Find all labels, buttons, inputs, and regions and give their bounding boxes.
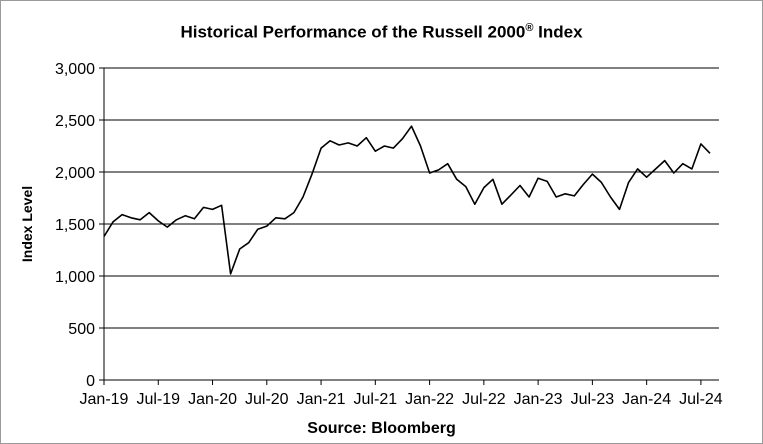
y-tick-label: 2,000 <box>55 165 95 182</box>
series-line <box>103 125 711 275</box>
x-tick-label: Jul-22 <box>462 391 506 408</box>
grid-lines <box>104 67 719 329</box>
registered-mark: ® <box>525 22 534 34</box>
x-tick-label: Jul-20 <box>245 391 289 408</box>
x-tick-label: Jan-19 <box>80 391 129 408</box>
chart-title: Historical Performance of the Russell 20… <box>180 22 583 42</box>
y-tick-label: 500 <box>68 321 95 338</box>
x-tick-label: Jul-21 <box>354 391 398 408</box>
x-axis-label: Source: Bloomberg <box>307 420 456 437</box>
x-tick-label: Jul-19 <box>136 391 180 408</box>
x-tick-label: Jan-24 <box>622 391 671 408</box>
y-tick-label: 3,000 <box>55 61 95 78</box>
y-tick-label: 0 <box>86 373 95 390</box>
y-axis-ticks: 0 500 1,000 1,500 2,000 2,500 3,000 <box>55 61 104 390</box>
y-tick-label: 2,500 <box>55 113 95 130</box>
y-tick-label: 1,500 <box>55 217 95 234</box>
x-tick-label: Jul-24 <box>679 391 723 408</box>
series-group <box>103 125 711 275</box>
x-axis-ticks: Jan-19 Jul-19 Jan-20 Jul-20 Jan-21 Jul-21 Jan-… <box>80 380 723 408</box>
x-tick-label: Jan-20 <box>188 391 237 408</box>
y-tick-label: 1,000 <box>55 269 95 286</box>
y-axis-label: Index Level <box>19 186 35 262</box>
x-tick-label: Jan-21 <box>297 391 346 408</box>
x-tick-label: Jan-23 <box>514 391 563 408</box>
x-tick-label: Jul-23 <box>571 391 615 408</box>
x-tick-label: Jan-22 <box>405 391 454 408</box>
